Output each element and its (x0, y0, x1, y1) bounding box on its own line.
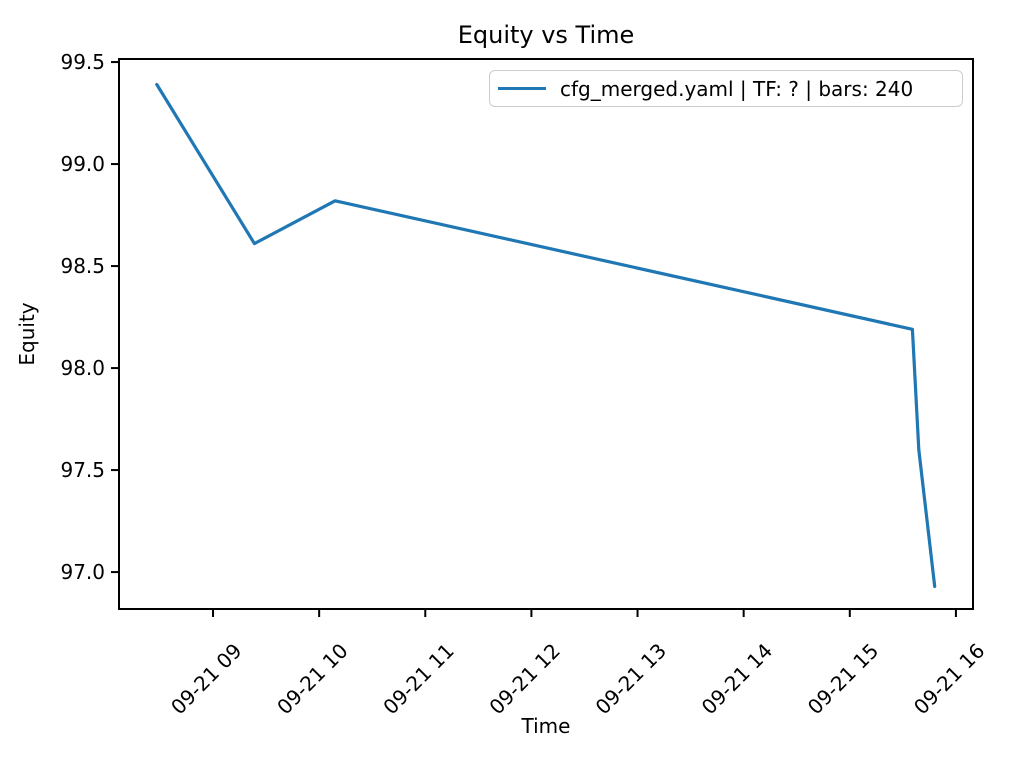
x-tick-label: 09-21 11 (378, 639, 459, 720)
legend: cfg_merged.yaml | TF: ? | bars: 240 (489, 70, 963, 107)
y-tick-label: 99.0 (60, 152, 105, 176)
x-tick-label: 09-21 10 (272, 639, 353, 720)
plot-border (118, 58, 974, 610)
legend-label: cfg_merged.yaml | TF: ? | bars: 240 (560, 76, 914, 101)
legend-line-swatch (498, 86, 546, 91)
y-axis-label: Equity (15, 302, 39, 366)
x-tick-label: 09-21 16 (909, 639, 990, 720)
x-tick-label: 09-21 13 (591, 639, 672, 720)
x-axis-label: Time (521, 714, 571, 738)
y-tick-label: 97.5 (60, 458, 105, 482)
y-tick-label: 98.5 (60, 254, 105, 278)
y-tick-label: 98.0 (60, 356, 105, 380)
chart-title: Equity vs Time (457, 21, 635, 49)
x-tick-label: 09-21 09 (166, 639, 247, 720)
x-tick-label: 09-21 14 (697, 639, 778, 720)
y-tick-label: 99.5 (60, 50, 105, 74)
equity-line (155, 82, 937, 589)
x-tick-label: 09-21 15 (803, 639, 884, 720)
x-tick-label: 09-21 12 (484, 639, 565, 720)
y-tick-label: 97.0 (60, 560, 105, 584)
